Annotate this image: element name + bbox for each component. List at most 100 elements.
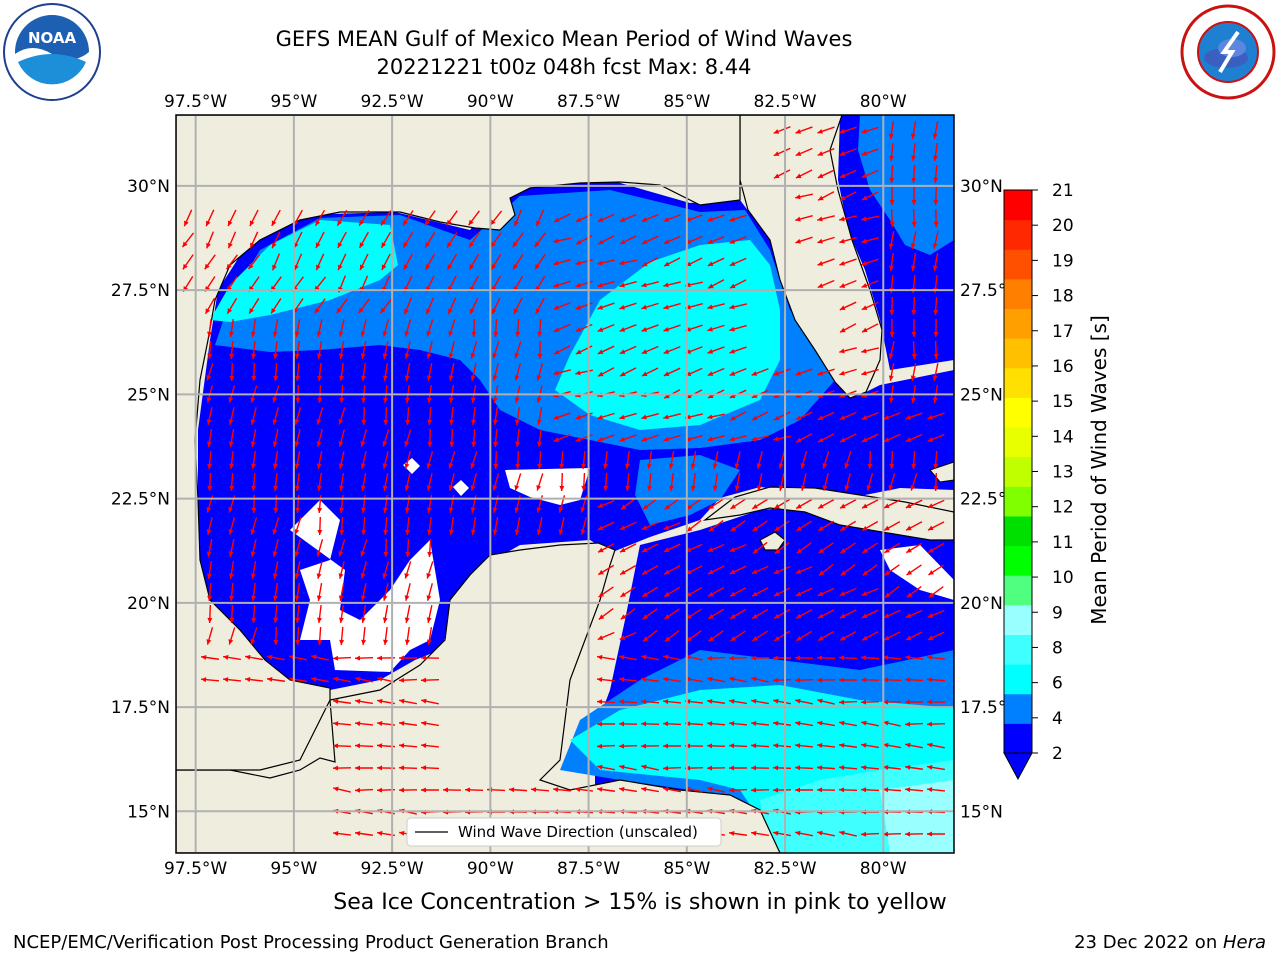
wave-direction-arrow [470, 363, 477, 381]
wave-direction-arrow [295, 626, 301, 646]
wave-direction-arrow [883, 499, 901, 509]
wave-direction-arrow [355, 676, 373, 683]
wave-direction-arrow [729, 565, 747, 575]
wave-direction-arrow [729, 765, 747, 771]
wave-direction-arrow [360, 429, 368, 447]
wave-direction-arrow [888, 231, 895, 249]
wave-direction-arrow [663, 214, 681, 222]
wave-direction-arrow [398, 765, 418, 771]
wave-direction-arrow [338, 539, 346, 557]
wave-direction-arrow [840, 564, 856, 576]
wave-direction-arrow [772, 743, 792, 749]
chart-title: GEFS MEAN Gulf of Mexico Mean Period of … [275, 27, 853, 51]
wave-direction-arrow [448, 363, 455, 381]
lat-tick-label: 15°N [960, 802, 1003, 822]
wave-direction-arrow [404, 561, 412, 579]
colorbar-tick-label: 2 [1052, 744, 1063, 764]
wave-direction-arrow [795, 214, 813, 222]
wave-direction-arrow [295, 362, 301, 382]
wave-direction-arrow [619, 345, 637, 355]
wave-direction-arrow [361, 516, 367, 536]
wave-direction-arrow [774, 542, 790, 554]
wave-direction-arrow [861, 280, 879, 288]
wave-direction-arrow [492, 517, 499, 535]
lat-tick-label: 25°N [960, 385, 1003, 405]
wave-direction-arrow [514, 407, 521, 425]
wave-direction-arrow [707, 565, 725, 575]
wave-direction-arrow [398, 743, 418, 749]
wave-direction-arrow [359, 231, 369, 249]
wave-direction-arrow [559, 472, 565, 492]
wave-direction-arrow [470, 473, 478, 491]
wave-direction-arrow [646, 451, 653, 469]
wave-direction-arrow [553, 302, 571, 310]
wave-direction-arrow [663, 281, 681, 288]
wave-direction-arrow [905, 609, 923, 619]
lon-tick-label: 92.5°W [361, 859, 424, 879]
wave-direction-arrow [860, 831, 880, 837]
wave-direction-arrow [707, 214, 725, 222]
colorbar-segment [1004, 604, 1032, 635]
wave-direction-arrow [360, 362, 366, 382]
wave-direction-arrow [449, 428, 455, 448]
wave-direction-arrow [795, 698, 813, 705]
wave-direction-arrow [844, 451, 852, 469]
wave-direction-arrow [206, 407, 213, 425]
wave-direction-arrow [773, 435, 791, 442]
wave-direction-arrow [889, 187, 895, 205]
wave-direction-arrow [642, 629, 658, 643]
wave-direction-arrow [597, 721, 615, 727]
footer-date: 23 Dec 2022 on Hera [1074, 932, 1266, 953]
noaa-logo: NOAA [2, 2, 102, 102]
wave-direction-arrow [273, 340, 278, 360]
colorbar-extend-arrow [1003, 752, 1033, 781]
wave-direction-arrow [399, 655, 417, 661]
wave-direction-arrow [383, 538, 389, 558]
wave-direction-arrow [927, 831, 945, 837]
colorbar-segment [1004, 249, 1032, 280]
wave-direction-arrow [641, 213, 659, 223]
wave-direction-arrow [339, 362, 344, 382]
wave-direction-arrow [492, 363, 499, 381]
wave-direction-arrow [603, 472, 609, 492]
wave-direction-arrow [448, 473, 455, 491]
wave-direction-arrow [315, 253, 325, 271]
wave-direction-arrow [641, 345, 659, 355]
no-data-patch [453, 480, 469, 496]
colorbar-segment [1004, 575, 1032, 606]
wave-direction-arrow [619, 367, 637, 377]
wave-direction-arrow [817, 215, 835, 222]
wave-direction-arrow [795, 787, 813, 793]
wave-direction-arrow [756, 473, 763, 491]
colorbar-segment [1004, 367, 1032, 398]
wave-direction-arrow [338, 604, 344, 624]
wave-direction-arrow [690, 472, 696, 492]
wave-direction-arrow [553, 369, 571, 376]
wave-direction-arrow [271, 231, 281, 249]
colorbar-segment [1004, 545, 1032, 576]
wave-direction-arrow [534, 254, 546, 270]
colorbar-tick-label: 10 [1052, 568, 1074, 588]
wave-direction-arrow [816, 655, 836, 661]
wave-direction-arrow [316, 451, 323, 469]
wave-direction-arrow [227, 231, 237, 249]
wave-direction-arrow [795, 193, 813, 200]
wave-direction-arrow [932, 142, 938, 162]
wave-direction-arrow [398, 677, 418, 683]
wave-direction-arrow [273, 362, 279, 382]
wave-direction-arrow [927, 764, 945, 771]
wave-direction-arrow [619, 235, 637, 245]
wave-direction-arrow [774, 520, 790, 532]
wave-direction-arrow [730, 498, 746, 510]
wave-direction-arrow [932, 253, 939, 271]
wave-direction-arrow [663, 743, 681, 749]
wave-direction-arrow [207, 582, 213, 602]
wave-direction-arrow [690, 451, 697, 469]
wave-direction-arrow [706, 743, 726, 749]
wave-direction-arrow [491, 297, 501, 315]
wave-direction-arrow [888, 363, 895, 381]
wave-direction-arrow [796, 520, 812, 532]
wave-direction-arrow [492, 473, 500, 491]
wave-direction-arrow [338, 583, 345, 601]
wave-direction-arrow [750, 743, 770, 749]
